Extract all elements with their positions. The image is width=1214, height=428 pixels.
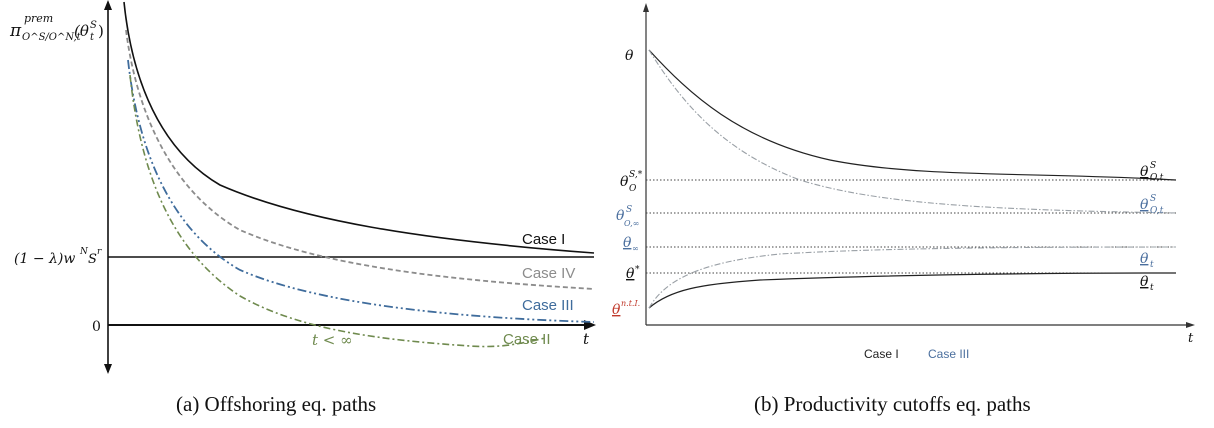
panel-b-right-label-3-sub: t xyxy=(1150,260,1154,270)
panel-a-y-label-sup: prem xyxy=(24,12,53,25)
panel-a-y-label-arg-sup: S xyxy=(90,20,97,31)
panel-a-zero-label: 0 xyxy=(92,319,101,335)
panel-a-curve-case-3 xyxy=(127,59,595,323)
panel-b-label-low-star-sup: * xyxy=(635,265,640,275)
panel-a-t-finite-label: t < ∞ xyxy=(312,331,353,349)
panel-a-y-arrow-bottom xyxy=(104,364,112,374)
panel-b-right-label-1-sub: O,t xyxy=(1150,173,1164,183)
panel-a-level-label-s: S xyxy=(88,252,97,267)
panel-a-label-case-2: Case II xyxy=(503,331,551,348)
panel-b-legend-case-3: Case III xyxy=(928,347,969,361)
panel-a-label-case-3: Case III xyxy=(522,297,574,314)
panel-b-right-label-2-sup: S xyxy=(1150,194,1156,204)
panel-a-label-case-1: Case I xyxy=(522,231,565,248)
panel-b-label-theta-star: θ xyxy=(620,174,629,190)
panel-b-label-theta-inf-sup: S xyxy=(626,205,632,215)
panel-b-right-label-3: θ xyxy=(1140,251,1149,267)
panel-a-y-arrow xyxy=(104,0,112,10)
panel-b-label-theta-nt: θ xyxy=(612,302,621,318)
panel-b-right-label-2: θ xyxy=(1140,197,1149,213)
panel-b-x-label: t xyxy=(1188,331,1194,346)
panel-b-legend-case-1: Case I xyxy=(864,347,899,361)
panel-b-right-label-4: θ xyxy=(1140,274,1149,290)
panel-a-y-label-arg: (θ xyxy=(74,22,89,40)
panel-a-curve-case-1 xyxy=(123,1,595,254)
panel-b-curve-case3-lower xyxy=(648,246,1177,309)
panel-b: θ θ S,* O θ S O,∞ θ ∞ θ * θ n.t.I. θ S O… xyxy=(612,3,1195,361)
panel-b-label-low-star: θ xyxy=(626,266,635,282)
panel-b-curve-case3-upper xyxy=(648,49,1177,214)
panel-a-caption: (a) Offshoring eq. paths xyxy=(176,392,377,416)
panel-b-curve-case1-lower xyxy=(648,272,1177,309)
panel-a-y-label: π xyxy=(9,21,22,41)
panel-b-y-arrow xyxy=(643,3,649,12)
panel-a-y-label-sub: O^S/O^N,t xyxy=(22,32,82,43)
panel-b-right-label-1-sup: S xyxy=(1150,161,1156,171)
panel-b-right-label-2-sub: O,t xyxy=(1150,206,1164,216)
panel-a-level-label-r: r xyxy=(97,247,102,257)
panel-a-label-case-4: Case IV xyxy=(522,265,575,282)
panel-b-curve-case1-upper xyxy=(648,49,1177,181)
panel-b-label-low-inf: θ xyxy=(623,235,632,251)
panel-b-label-theta-nt-sup: n.t.I. xyxy=(621,299,640,308)
panel-a-level-label: (1 − λ)w xyxy=(14,251,75,267)
panel-b-label-theta-star-sup: S,* xyxy=(629,170,643,180)
panel-b-right-label-4-sub: t xyxy=(1150,283,1154,293)
panel-b-label-low-inf-sub: ∞ xyxy=(632,244,639,253)
panel-b-label-theta-inf-sub: O,∞ xyxy=(624,219,639,228)
panel-b-x-arrow xyxy=(1186,322,1195,328)
panel-b-label-theta-star-sub: O xyxy=(629,184,637,194)
panel-a-curve-case-2 xyxy=(129,74,546,348)
panel-a-x-label: t xyxy=(583,330,590,348)
panel-b-right-label-1: θ xyxy=(1140,164,1149,180)
panel-a-y-label-close: ) xyxy=(98,22,104,40)
panel-a: π prem O^S/O^N,t (θ S t ) (1 − λ)w N S r… xyxy=(9,0,596,374)
panel-b-y-top-label: θ xyxy=(625,48,634,64)
panel-b-label-theta-inf: θ xyxy=(616,208,625,224)
panel-a-level-label-sup: N xyxy=(79,247,89,257)
panel-a-y-label-arg-sub: t xyxy=(90,32,95,43)
panel-a-curve-case-4 xyxy=(125,29,595,290)
panel-b-caption: (b) Productivity cutoffs eq. paths xyxy=(754,392,1031,416)
